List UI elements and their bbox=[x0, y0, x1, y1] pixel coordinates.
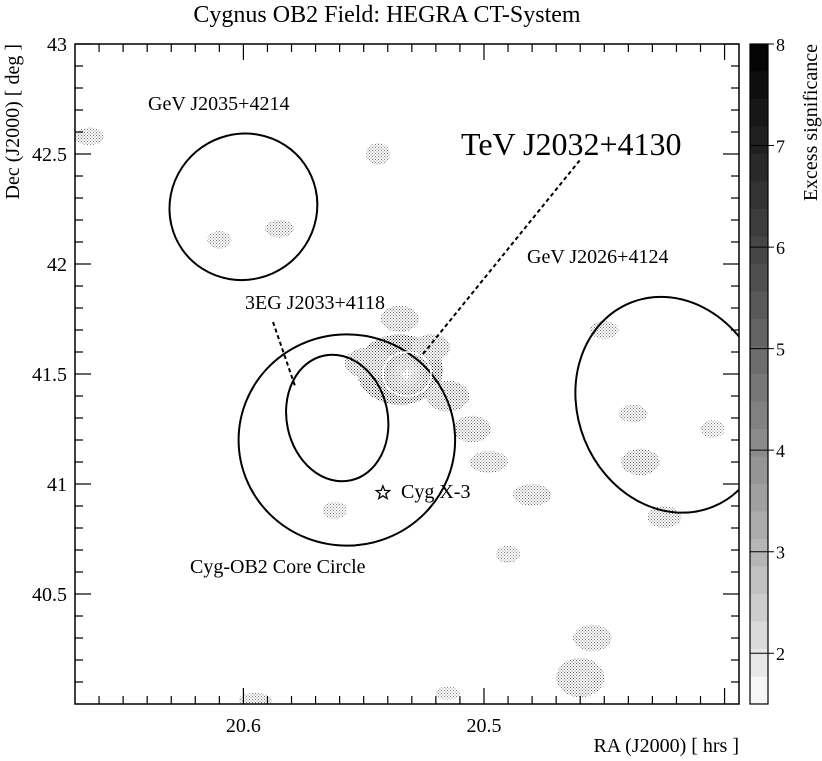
annotation-egret: 3EG J2033+4118 bbox=[245, 292, 385, 314]
annotation-gev_east: GeV J2026+4124 bbox=[527, 246, 668, 268]
colorbar-band bbox=[750, 126, 768, 155]
colorbar-band bbox=[750, 539, 768, 567]
colorbar-band bbox=[750, 236, 768, 265]
colorbar-band bbox=[750, 456, 768, 485]
egret-pointer-line bbox=[272, 321, 296, 387]
colorbar-band bbox=[750, 566, 768, 595]
colorbar-tick-label: 4 bbox=[776, 441, 785, 461]
colorbar-band bbox=[750, 319, 768, 347]
source-ellipse bbox=[574, 295, 739, 514]
colorbar-band bbox=[750, 676, 768, 705]
y-tick-label: 41.5 bbox=[32, 364, 67, 386]
colorbar-band bbox=[750, 484, 768, 512]
colorbar-band bbox=[750, 264, 768, 292]
colorbar-band bbox=[750, 346, 768, 375]
colorbar-tick-label: 5 bbox=[776, 340, 785, 360]
x-tick-label: 20.6 bbox=[226, 715, 261, 737]
colorbar-band bbox=[750, 621, 768, 650]
cyg-x3-star-marker bbox=[374, 483, 392, 500]
colorbar-band bbox=[750, 594, 768, 622]
y-tick-label: 41 bbox=[47, 474, 67, 496]
colorbar-band bbox=[750, 44, 768, 72]
y-tick-label: 43 bbox=[47, 34, 67, 56]
colorbar-tick-label: 2 bbox=[776, 644, 785, 664]
colorbar-band bbox=[750, 154, 768, 182]
colorbar-tick-label: 6 bbox=[776, 238, 785, 258]
annotation-core_circle: Cyg-OB2 Core Circle bbox=[190, 556, 366, 578]
colorbar-band bbox=[750, 99, 768, 127]
colorbar-band bbox=[750, 429, 768, 457]
annotation-gev_north: GeV J2035+4214 bbox=[148, 93, 289, 115]
colorbar-band bbox=[750, 401, 768, 430]
y-tick-label: 40.5 bbox=[32, 584, 67, 606]
x-tick-label: 20.5 bbox=[466, 715, 501, 737]
colorbar-tick-label: 8 bbox=[776, 35, 785, 55]
y-axis-label: Dec (J2000) [ deg ] bbox=[2, 44, 24, 200]
colorbar-tick-label: 3 bbox=[776, 543, 785, 563]
annotation-tev_source: TeV J2032+4130 bbox=[461, 126, 682, 162]
colorbar-tick-label: 7 bbox=[776, 137, 785, 157]
colorbar-band bbox=[750, 649, 768, 677]
source-ellipse bbox=[237, 333, 457, 547]
colorbar-band bbox=[750, 511, 768, 540]
colorbar-band bbox=[750, 374, 768, 402]
colorbar-label: Excess significance bbox=[800, 44, 822, 201]
y-tick-label: 42 bbox=[47, 254, 67, 276]
x-axis-label: RA (J2000) [ hrs ] bbox=[593, 735, 739, 757]
y-tick-label: 42.5 bbox=[32, 144, 67, 166]
colorbar-band bbox=[750, 181, 768, 210]
annotation-cygx3: Cyg X-3 bbox=[401, 481, 470, 503]
chart-title: Cygnus OB2 Field: HEGRA CT-System bbox=[193, 2, 580, 28]
source-ellipse bbox=[168, 132, 319, 282]
source-ellipse bbox=[285, 353, 390, 483]
source-ellipse bbox=[382, 351, 432, 397]
colorbar-band bbox=[750, 209, 768, 237]
colorbar-band bbox=[750, 71, 768, 100]
colorbar-band bbox=[750, 291, 768, 320]
